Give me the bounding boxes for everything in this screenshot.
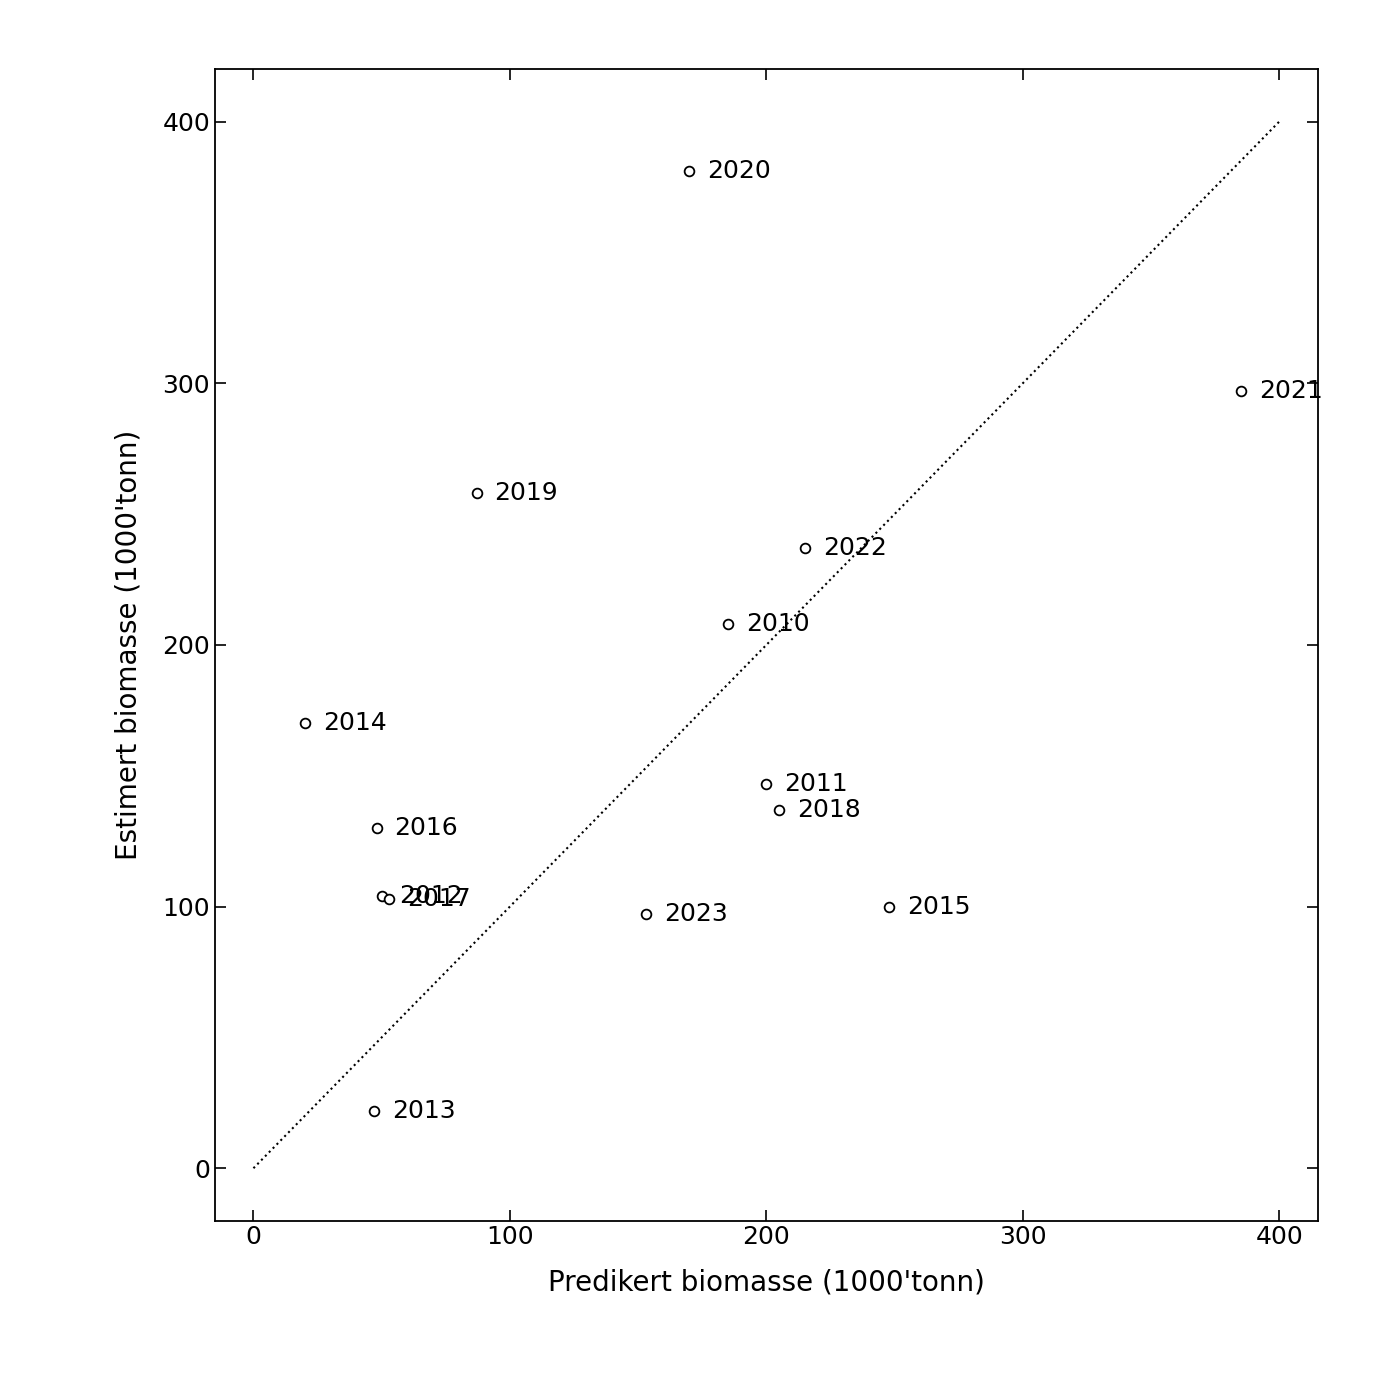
Text: 2011: 2011 <box>784 771 847 796</box>
Text: 2013: 2013 <box>393 1099 455 1122</box>
Y-axis label: Estimert biomasse (1000'tonn): Estimert biomasse (1000'tonn) <box>115 430 143 860</box>
Text: 2017: 2017 <box>408 886 472 911</box>
Text: 2015: 2015 <box>907 895 971 918</box>
Text: 2014: 2014 <box>323 712 387 735</box>
Text: 2010: 2010 <box>746 612 810 637</box>
Text: 2022: 2022 <box>822 537 886 560</box>
Text: 2023: 2023 <box>664 903 728 927</box>
Text: 2020: 2020 <box>707 160 771 183</box>
Text: 2012: 2012 <box>399 884 463 908</box>
X-axis label: Predikert biomasse (1000'tonn): Predikert biomasse (1000'tonn) <box>548 1269 985 1297</box>
Text: 2018: 2018 <box>798 798 861 821</box>
Text: 2019: 2019 <box>495 481 558 505</box>
Text: 2016: 2016 <box>394 816 458 841</box>
Text: 2021: 2021 <box>1258 379 1322 404</box>
